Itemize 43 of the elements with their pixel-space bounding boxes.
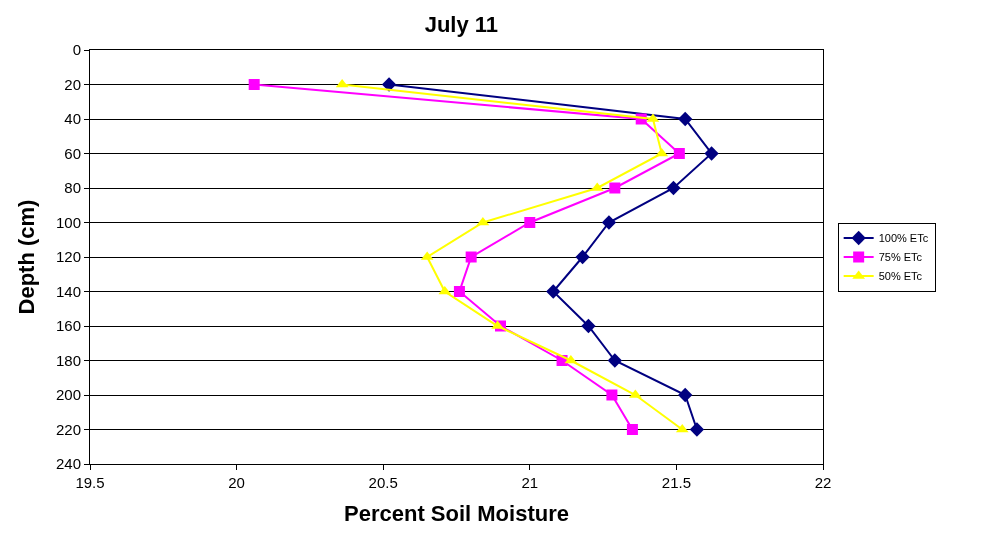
x-tick-label: 20.5 bbox=[368, 474, 398, 491]
legend-label: 75% ETc bbox=[878, 251, 923, 264]
point bbox=[575, 249, 590, 265]
point bbox=[524, 217, 536, 228]
point bbox=[606, 389, 618, 401]
x-axis-title: Percent Soil Moisture bbox=[344, 500, 569, 526]
y-tick-label: 240 bbox=[55, 455, 81, 473]
y-tick-label: 60 bbox=[64, 144, 81, 162]
y-axis-title: Depth (cm) bbox=[13, 199, 39, 315]
legend-label: 100% ETc bbox=[878, 232, 929, 245]
y-tick-label: 20 bbox=[64, 75, 81, 93]
point bbox=[673, 148, 685, 159]
y-tick-label: 40 bbox=[64, 110, 81, 128]
point bbox=[678, 387, 693, 403]
point bbox=[689, 422, 705, 437]
legend-label: 50% ETc bbox=[878, 270, 923, 283]
y-tick-label: 120 bbox=[55, 248, 81, 266]
point bbox=[601, 215, 617, 230]
x-tick-label: 22 bbox=[814, 474, 832, 491]
point bbox=[581, 318, 596, 334]
x-tick-label: 21.5 bbox=[661, 474, 691, 491]
point bbox=[453, 286, 465, 297]
y-tick-label: 80 bbox=[64, 179, 81, 197]
y-tick-label: 0 bbox=[72, 41, 81, 59]
y-tick-label: 160 bbox=[55, 317, 81, 335]
x-tick-label: 19.5 bbox=[75, 474, 105, 491]
y-tick-label: 220 bbox=[55, 420, 81, 438]
point bbox=[666, 180, 681, 196]
chart-title: July 11 bbox=[424, 11, 499, 37]
point bbox=[546, 284, 561, 299]
point bbox=[678, 111, 693, 127]
y-tick-label: 180 bbox=[55, 351, 81, 369]
x-tick-label: 21 bbox=[521, 474, 539, 491]
x-tick-label: 20 bbox=[228, 474, 245, 491]
point bbox=[607, 353, 622, 368]
point bbox=[704, 146, 719, 161]
point bbox=[626, 424, 638, 435]
point bbox=[609, 182, 621, 194]
point bbox=[465, 251, 477, 263]
y-tick-label: 140 bbox=[55, 282, 81, 300]
point bbox=[248, 79, 260, 90]
y-tick-label: 100 bbox=[55, 213, 81, 231]
y-tick-label: 200 bbox=[55, 386, 81, 404]
